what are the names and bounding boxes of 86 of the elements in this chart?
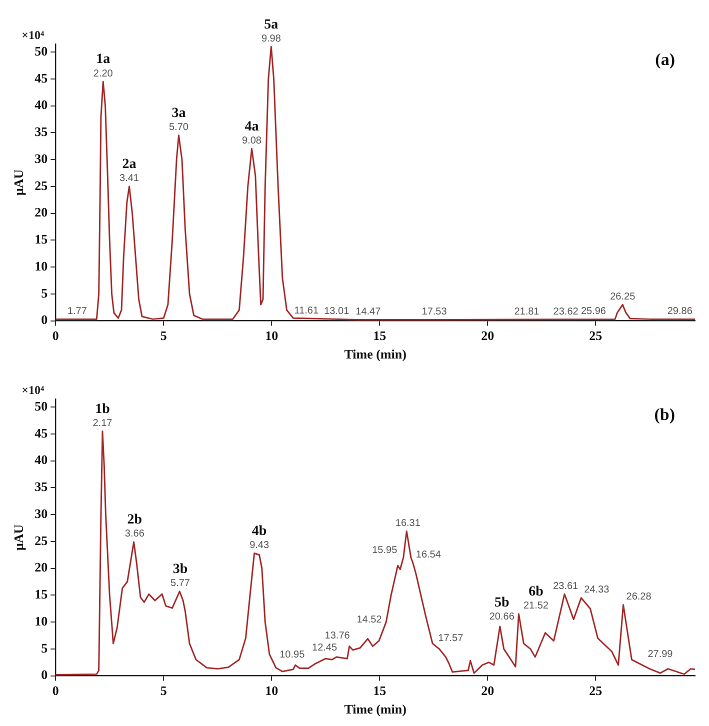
y-tick-label: 20: [34, 204, 48, 220]
annotation: 14.47: [356, 306, 382, 318]
x-tick-label: 10: [265, 328, 278, 343]
annotation: 21.81: [514, 306, 540, 318]
annotation: 13.01: [324, 306, 350, 317]
y-tick-label: 15: [34, 232, 48, 247]
y-tick-label: 45: [34, 70, 48, 86]
x-tick-label: 10: [265, 682, 278, 698]
x-axis-title: Time (min): [344, 346, 406, 362]
annotation: 4a: [244, 119, 259, 134]
x-tick-label: 0: [52, 328, 59, 343]
annotation: 12.45: [312, 642, 338, 654]
annotation: 5.70: [168, 122, 189, 134]
y-tick-label: 50: [34, 398, 48, 414]
annotation: 3b: [172, 562, 188, 578]
annotation: 14.52: [356, 614, 382, 626]
x-tick-label: 25: [589, 328, 603, 343]
y-tick-label: 40: [34, 97, 48, 112]
annotation: 2.17: [92, 418, 113, 429]
y-tick-label: 25: [34, 178, 48, 193]
annotation: 5b: [494, 595, 510, 610]
annotation: 17.57: [438, 632, 464, 644]
annotation: 1.77: [67, 306, 88, 317]
annotation: 29.86: [667, 306, 693, 317]
annotation: 3.66: [124, 528, 145, 540]
y-tick-label: 15: [34, 586, 48, 602]
x-tick-label: 5: [160, 328, 168, 343]
annotation: (a): [655, 50, 675, 69]
annotation: 9.43: [250, 540, 270, 552]
x-tick-label: 20: [481, 328, 494, 343]
annotation: 23.62: [553, 306, 579, 318]
text: ×10⁴: [22, 383, 44, 398]
annotation: 5.77: [170, 578, 190, 590]
y-tick-label: 25: [34, 532, 48, 548]
annotation: 16.31: [395, 518, 421, 529]
y-tick-label: 45: [34, 425, 48, 440]
y-tick-label: 30: [34, 150, 48, 166]
annotation: 1b: [95, 402, 110, 417]
text: ×10⁴: [22, 28, 44, 42]
annotation: 24.33: [584, 584, 610, 596]
annotation: 2b: [127, 512, 142, 528]
annotation: 23.61: [553, 580, 579, 592]
x-tick-label: 5: [160, 682, 168, 698]
annotation: 10.95: [280, 650, 306, 661]
y-tick-label: 35: [34, 124, 48, 140]
annotation: 3.41: [120, 173, 140, 184]
y-tick-label: 5: [41, 640, 48, 656]
x-axis-title: Time (min): [344, 702, 406, 717]
annotation: 5a: [264, 17, 278, 32]
y-tick-label: 0: [41, 312, 48, 328]
annotation: 25.96: [580, 306, 606, 317]
annotation: 3a: [172, 106, 186, 121]
x-tick-label: 15: [373, 328, 387, 343]
annotation: 11.61: [294, 305, 319, 316]
annotation: 2.20: [93, 68, 114, 80]
annotation: 17.53: [422, 306, 448, 318]
annotation: 26.25: [610, 291, 636, 302]
y-axis-title: μAU: [11, 524, 26, 550]
y-tick-label: 50: [34, 43, 48, 58]
annotation: 9.08: [242, 136, 262, 147]
x-tick-label: 15: [373, 682, 387, 698]
x-tick-label: 20: [481, 682, 494, 698]
annotation: 9.98: [261, 33, 282, 44]
y-tick-label: 35: [34, 479, 48, 494]
annotation: 21.52: [523, 600, 549, 612]
annotation: 6b: [528, 584, 544, 600]
annotation: 16.54: [416, 550, 442, 561]
x-tick-label: 25: [589, 682, 603, 698]
y-tick-label: 10: [34, 258, 48, 274]
y-tick-label: 30: [34, 506, 48, 521]
annotation: 13.76: [324, 630, 350, 642]
annotation: 20.66: [489, 611, 515, 622]
y-tick-label: 20: [34, 560, 48, 575]
x-tick-label: 0: [52, 682, 59, 698]
y-axis-title: μAU: [11, 168, 26, 196]
y-tick-label: 40: [34, 452, 48, 468]
annotation: 1a: [96, 52, 110, 68]
annotation: (b): [654, 404, 675, 424]
y-tick-label: 0: [41, 667, 48, 682]
annotation: 15.95: [372, 545, 398, 556]
y-tick-label: 10: [34, 613, 48, 628]
annotation: 4b: [252, 524, 267, 539]
annotation: 27.99: [648, 648, 674, 660]
annotation: 26.28: [626, 592, 652, 603]
annotation: 2a: [122, 157, 136, 172]
y-tick-label: 5: [41, 285, 48, 300]
